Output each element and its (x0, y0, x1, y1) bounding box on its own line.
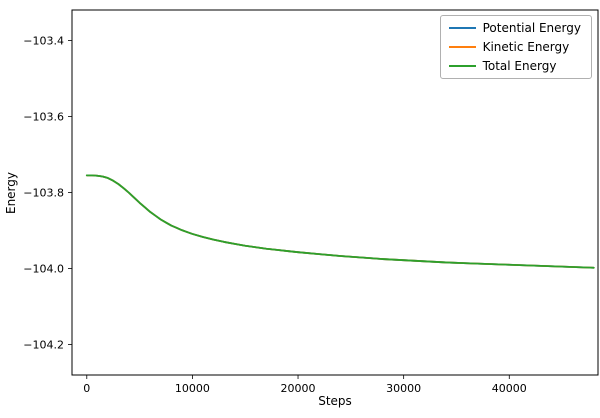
x-tick-label: 10000 (175, 382, 210, 395)
legend-line-kinetic-energy (448, 46, 476, 48)
y-tick-label: −103.6 (23, 110, 64, 123)
legend-label-potential-energy: Potential Energy (482, 21, 581, 35)
legend: Potential Energy Kinetic Energy Total En… (439, 15, 592, 79)
legend-line-potential-energy (448, 27, 476, 29)
y-tick-label: −104.0 (23, 263, 64, 276)
y-axis-label: Energy (4, 172, 18, 215)
x-tick-label: 30000 (386, 382, 421, 395)
x-tick-label: 20000 (281, 382, 316, 395)
y-tick-label: −104.2 (23, 339, 64, 352)
legend-item-potential-energy: Potential Energy (448, 21, 581, 35)
legend-item-kinetic-energy: Kinetic Energy (448, 40, 581, 54)
y-tick-label: −103.4 (23, 34, 64, 47)
legend-label-total-energy: Total Energy (482, 59, 557, 73)
legend-line-total-energy (448, 65, 476, 67)
y-tick-label: −103.8 (23, 187, 64, 200)
legend-label-kinetic-energy: Kinetic Energy (482, 40, 570, 54)
series-line-total-energy (85, 174, 595, 269)
x-tick-label: 40000 (492, 382, 527, 395)
x-tick-label: 0 (83, 382, 90, 395)
legend-item-total-energy: Total Energy (448, 59, 581, 73)
x-axis-label: Steps (318, 394, 352, 408)
